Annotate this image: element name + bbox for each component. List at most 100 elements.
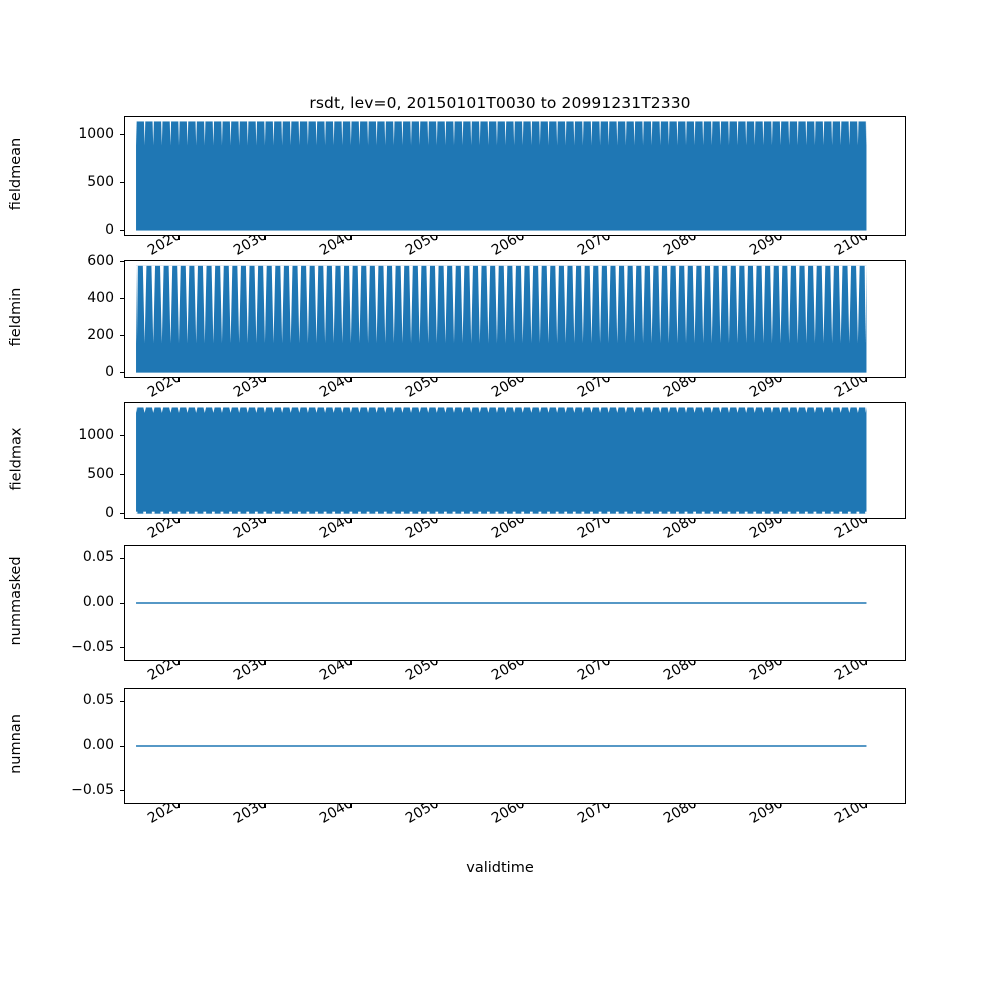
bottom-notches <box>136 511 867 514</box>
x-tick-label: 2050 <box>402 236 442 259</box>
x-tick-label: 2040 <box>316 661 356 684</box>
x-tick-mark <box>694 661 696 665</box>
x-tick-label: 2100 <box>832 519 872 542</box>
y-tick-label: 0 <box>105 363 114 380</box>
plot-panel-numnan <box>124 688 906 804</box>
x-tick-label: 2050 <box>402 661 442 684</box>
x-tick-label: 2090 <box>746 236 786 259</box>
y-tick-mark <box>120 700 124 703</box>
x-tick-label: 2090 <box>746 804 786 827</box>
x-tick-label: 2060 <box>488 236 528 259</box>
plot-panel-fieldmin <box>124 260 906 378</box>
x-tick-label: 2040 <box>316 519 356 542</box>
x-tick-mark <box>350 378 352 382</box>
x-tick-mark <box>264 804 266 808</box>
x-tick-mark <box>608 519 610 523</box>
series-fieldmax <box>136 407 867 514</box>
x-tick-mark <box>350 804 352 808</box>
x-tick-mark <box>780 378 782 382</box>
x-tick-label: 2070 <box>574 661 614 684</box>
x-tick-mark <box>694 519 696 523</box>
x-tick-label: 2060 <box>488 519 528 542</box>
series-band <box>136 265 867 373</box>
x-tick-label-row: 2020 2030 2040 2050 2060 2070 2080 2090 2100 <box>0 236 1000 260</box>
x-tick-mark <box>178 804 180 808</box>
x-tick-label: 2040 <box>316 378 356 401</box>
annual-notches <box>136 265 867 344</box>
y-tick-label: 0.05 <box>82 692 114 709</box>
x-axis-label: validtime <box>466 860 534 876</box>
x-tick-mark <box>694 804 696 808</box>
x-tick-mark <box>522 378 524 382</box>
x-tick-label: 2060 <box>488 661 528 684</box>
x-tick-label-row: 2020 2030 2040 2050 2060 2070 2080 2090 2100 <box>0 804 1000 864</box>
y-tick-mark <box>120 372 124 374</box>
x-tick-label: 2030 <box>230 804 270 827</box>
series-numnan <box>136 745 867 747</box>
x-tick-label: 2070 <box>574 378 614 401</box>
y-tick-label: 500 <box>87 173 114 190</box>
y-tick-mark <box>120 790 124 792</box>
y-tick-mark <box>120 298 124 300</box>
x-tick-label-row: 2020 2030 2040 2050 2060 2070 2080 2090 2100 <box>0 519 1000 545</box>
x-tick-mark <box>780 661 782 665</box>
x-tick-mark <box>780 804 782 808</box>
x-tick-mark <box>522 236 524 240</box>
y-tick-label: 1000 <box>78 125 114 142</box>
x-tick-label: 2020 <box>144 236 184 259</box>
y-tick-label: 0 <box>105 504 114 521</box>
x-tick-label: 2020 <box>144 519 184 542</box>
x-tick-mark <box>522 661 524 665</box>
y-tick-label: 500 <box>87 465 114 482</box>
plot-panel-fieldmax <box>124 402 906 519</box>
x-tick-mark <box>436 378 438 382</box>
x-tick-label: 2090 <box>746 661 786 684</box>
plot-panel-fieldmean <box>124 116 906 236</box>
y-tick-label: 200 <box>87 326 114 343</box>
x-tick-mark <box>178 236 180 240</box>
y-tick-mark <box>120 602 124 604</box>
x-tick-mark <box>178 519 180 523</box>
figure-title: rsdt, lev=0, 20150101T0030 to 20991231T2… <box>309 94 691 112</box>
x-tick-mark <box>436 661 438 665</box>
x-tick-mark <box>865 519 868 523</box>
plot-panel-nummasked <box>124 545 906 661</box>
x-tick-mark <box>865 236 868 240</box>
x-tick-mark <box>608 661 610 665</box>
x-tick-label: 2060 <box>488 804 528 827</box>
x-tick-mark <box>608 804 610 808</box>
y-tick-label: 0.00 <box>82 737 114 753</box>
x-tick-mark <box>178 661 180 665</box>
x-tick-mark <box>780 236 782 240</box>
x-tick-label: 2030 <box>230 378 270 401</box>
y-tick-mark <box>120 261 124 263</box>
x-tick-mark <box>694 378 696 382</box>
x-tick-label: 2100 <box>832 236 872 259</box>
x-tick-label: 2090 <box>746 519 786 542</box>
x-tick-label: 2020 <box>144 804 184 827</box>
x-tick-label: 2030 <box>230 661 270 684</box>
x-tick-label: 2100 <box>832 378 872 401</box>
x-tick-label: 2040 <box>316 804 356 827</box>
x-tick-label: 2100 <box>832 661 872 684</box>
y-tick-mark <box>120 647 124 649</box>
y-tick-mark <box>120 745 124 747</box>
y-tick-mark <box>120 335 124 337</box>
y-tick-label: 0.00 <box>82 594 114 610</box>
x-tick-label: 2040 <box>316 236 356 259</box>
x-tick-mark <box>178 378 180 382</box>
y-tick-mark <box>120 557 124 560</box>
series-band <box>136 121 867 231</box>
x-tick-mark <box>436 519 438 523</box>
x-tick-label: 2030 <box>230 236 270 259</box>
x-tick-mark <box>264 378 266 382</box>
y-tick-mark <box>120 435 124 437</box>
x-tick-label: 2020 <box>144 378 184 401</box>
x-tick-label: 2080 <box>660 519 700 542</box>
y-tick-mark <box>120 513 124 515</box>
x-tick-mark <box>350 519 352 523</box>
series-fieldmin <box>136 265 867 373</box>
x-tick-label: 2080 <box>660 236 700 259</box>
x-tick-label: 2030 <box>230 519 270 542</box>
y-tick-label: 400 <box>87 289 114 306</box>
